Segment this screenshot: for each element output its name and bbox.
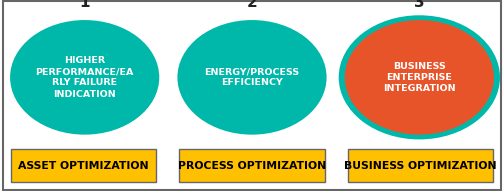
- Text: PROCESS OPTIMIZATION: PROCESS OPTIMIZATION: [178, 161, 326, 171]
- Text: HIGHER
PERFORMANCE/EA
RLY FAILURE
INDICATION: HIGHER PERFORMANCE/EA RLY FAILURE INDICA…: [35, 56, 134, 99]
- Text: ASSET OPTIMIZATION: ASSET OPTIMIZATION: [18, 161, 149, 171]
- Ellipse shape: [177, 20, 327, 135]
- Ellipse shape: [339, 15, 500, 139]
- Text: 1: 1: [80, 0, 90, 10]
- Ellipse shape: [345, 20, 494, 135]
- FancyBboxPatch shape: [11, 149, 156, 182]
- Text: BUSINESS
ENTERPRISE
INTEGRATION: BUSINESS ENTERPRISE INTEGRATION: [383, 62, 456, 93]
- Text: 3: 3: [414, 0, 425, 10]
- Text: ENERGY/PROCESS
EFFICIENCY: ENERGY/PROCESS EFFICIENCY: [205, 67, 299, 87]
- Ellipse shape: [10, 20, 159, 135]
- FancyBboxPatch shape: [348, 149, 493, 182]
- FancyBboxPatch shape: [179, 149, 325, 182]
- Text: BUSINESS OPTIMIZATION: BUSINESS OPTIMIZATION: [344, 161, 496, 171]
- Text: 2: 2: [246, 0, 258, 10]
